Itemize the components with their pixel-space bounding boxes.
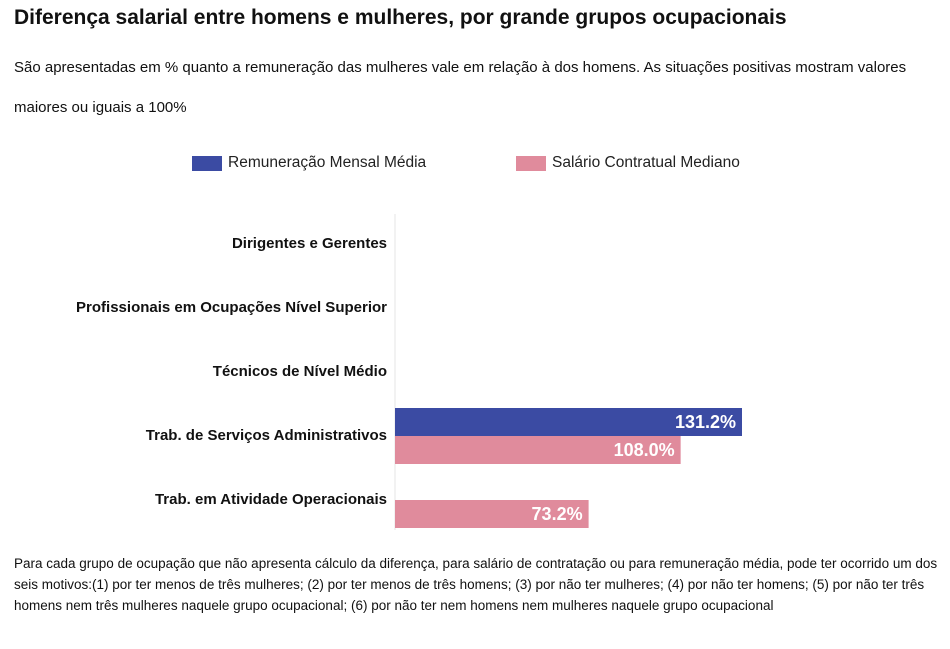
legend-item-remuneracao: Remuneração Mensal Média	[192, 154, 426, 172]
bar-remuneracao-mensal-media-trab-de-servicos-administrativos	[395, 408, 742, 436]
bar-chart: Dirigentes e Gerentes Profissionais em Oc…	[76, 214, 742, 530]
category-label-profissionais-em-ocupacoes-nivel-superior: Profissionais em Ocupações Nível Superio…	[76, 299, 387, 316]
chart-title: Diferença salarial entre homens e mulher…	[14, 6, 787, 29]
legend-label-salario: Salário Contratual Mediano	[552, 154, 740, 171]
legend-item-salario: Salário Contratual Mediano	[516, 154, 740, 172]
category-label-dirigentes-e-gerentes: Dirigentes e Gerentes	[232, 235, 387, 252]
category-label-tecnicos-de-nivel-medio: Técnicos de Nível Médio	[213, 363, 387, 380]
category-label-trab-de-servicos-administrativos: Trab. de Serviços Administrativos	[146, 427, 387, 444]
data-label-remuneracao-mensal-media-trab-de-servicos-administrativos: 131.2%	[675, 412, 736, 432]
data-label-salario-contratual-mediano-trab-de-servicos-administrativos: 108.0%	[614, 440, 675, 460]
category-label-trab-em-atividade-operacionais: Trab. em Atividade Operacionais	[155, 491, 387, 508]
data-label-salario-contratual-mediano-trab-em-atividade-operacionais: 73.2%	[532, 504, 583, 524]
footnote: Para cada grupo de ocupação que não apre…	[14, 556, 938, 613]
bar-salario-contratual-mediano-trab-de-servicos-administrativos	[395, 436, 681, 464]
bar-salario-contratual-mediano-trab-em-atividade-operacionais	[395, 500, 589, 528]
legend-label-remuneracao: Remuneração Mensal Média	[228, 154, 427, 171]
chart-subtitle: São apresentadas em % quanto a remuneraç…	[14, 59, 907, 116]
legend-swatch-salario	[516, 155, 546, 171]
legend-swatch-remuneracao	[192, 155, 222, 171]
legend: Remuneração Mensal Média Salário Contrat…	[0, 154, 950, 176]
